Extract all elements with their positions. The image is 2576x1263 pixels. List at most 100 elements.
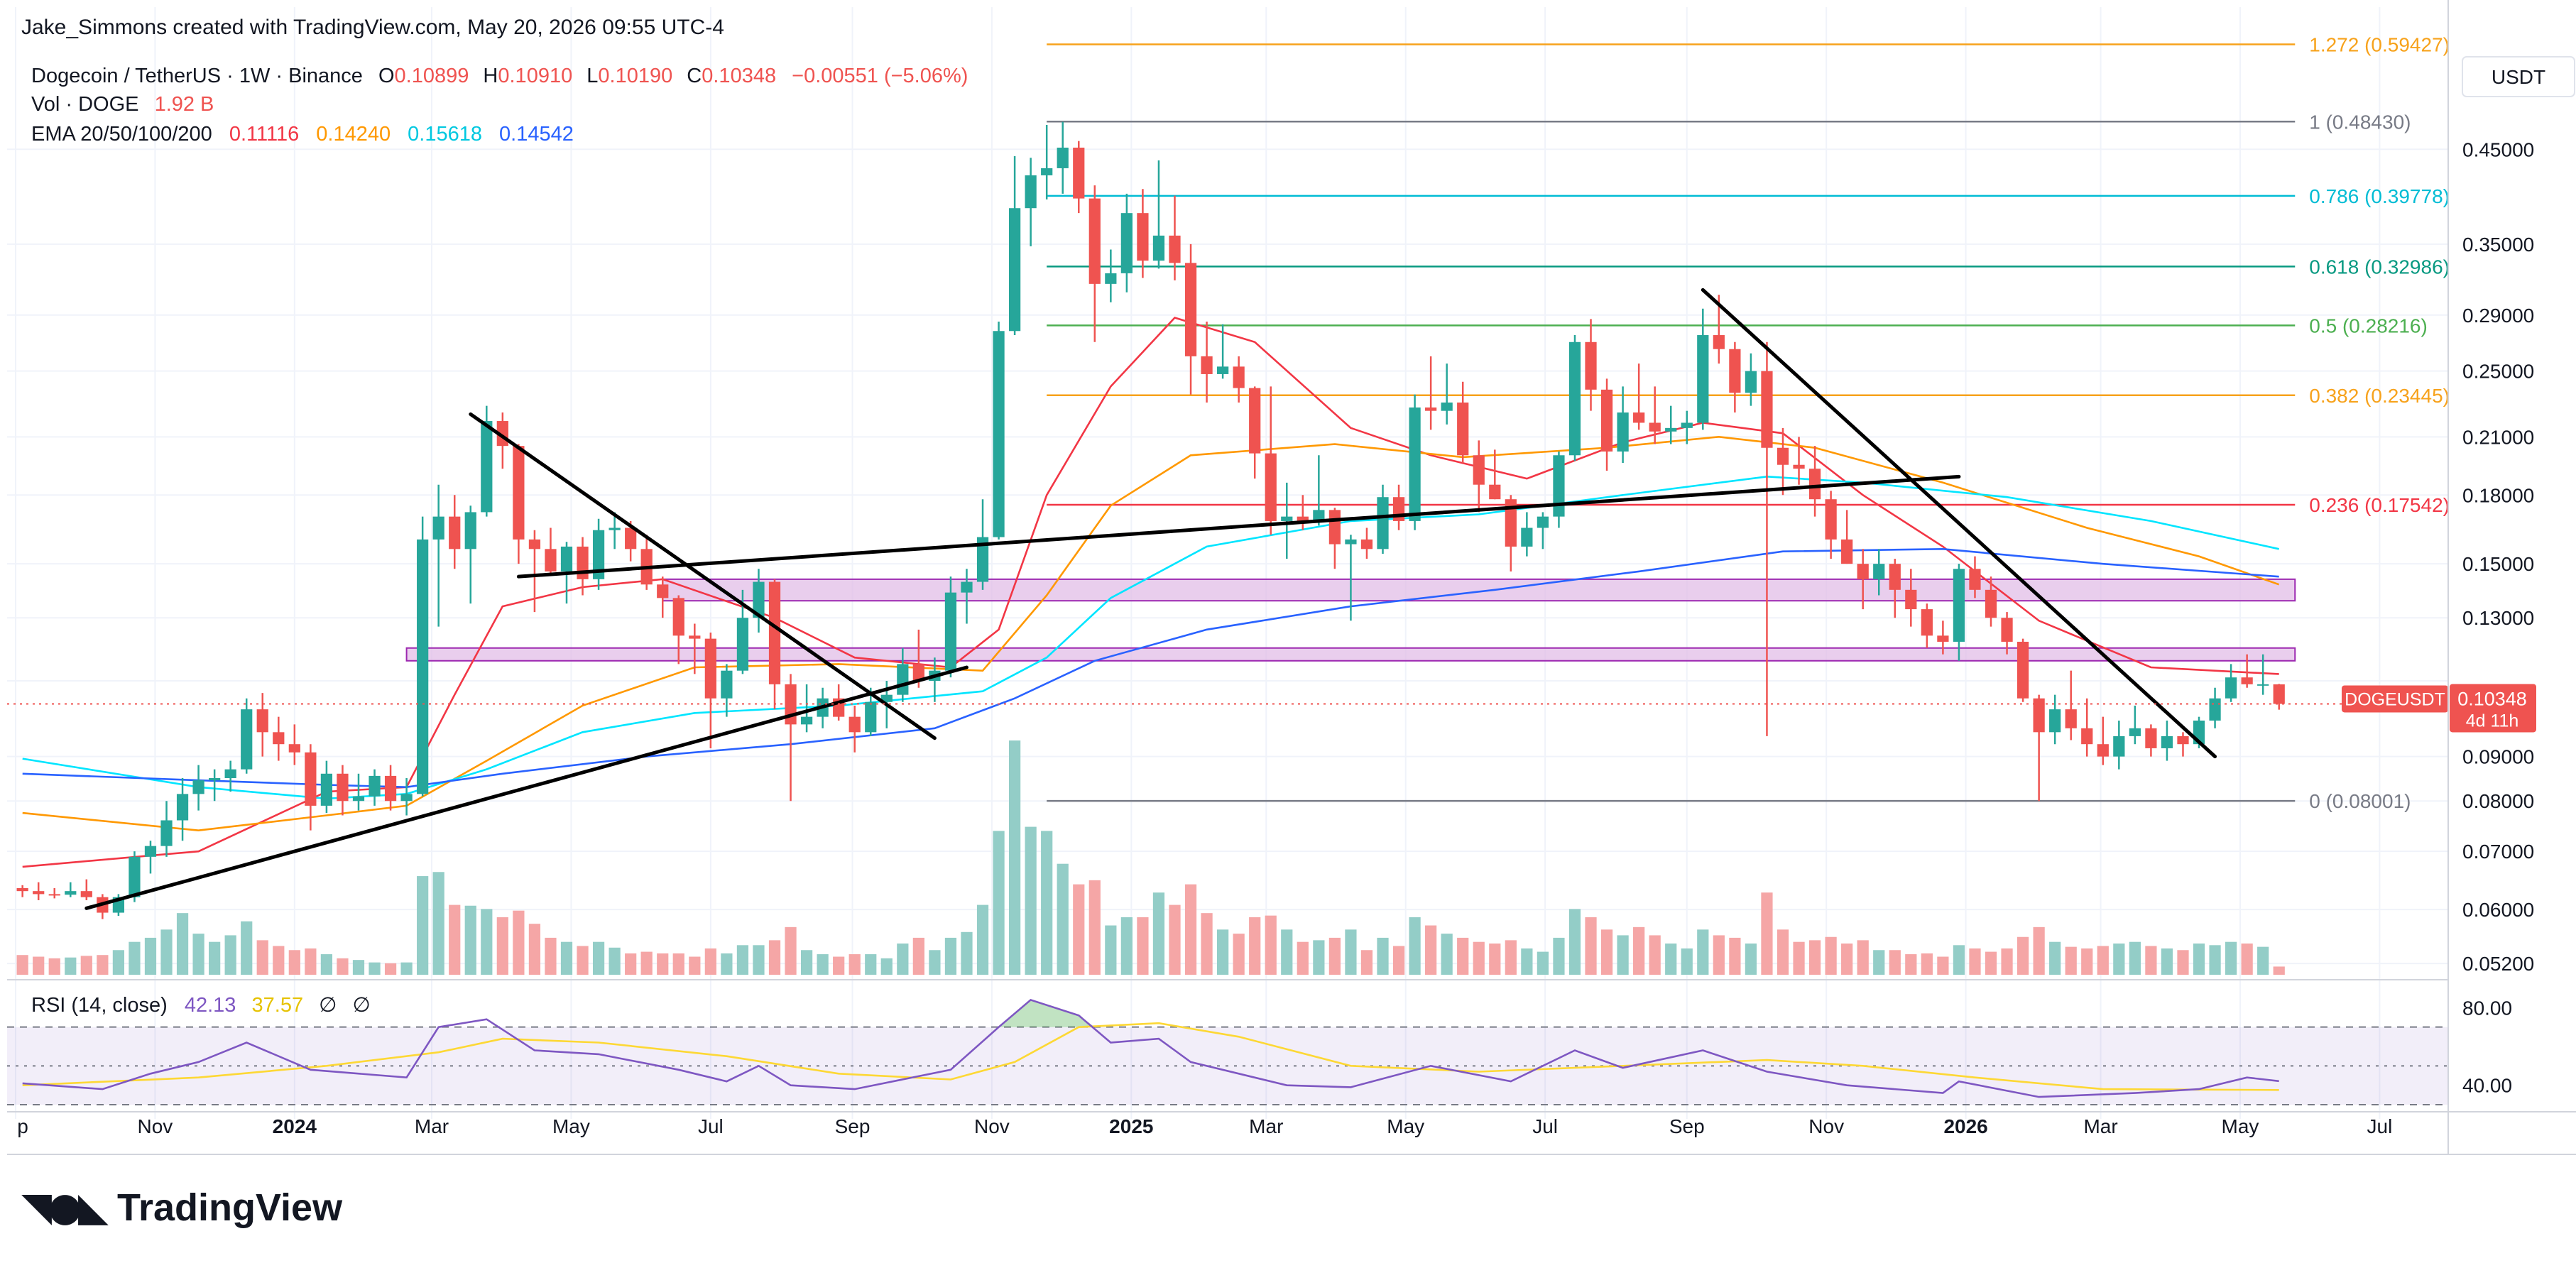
tradingview-logo[interactable]: ◥●◣ TradingView xyxy=(21,1184,342,1230)
volume-bar xyxy=(545,937,557,975)
volume-bar xyxy=(577,946,589,975)
volume-bar xyxy=(209,941,221,975)
volume-bar xyxy=(2177,950,2189,975)
time-tick-label: Nov xyxy=(974,1115,1010,1137)
volume-bars xyxy=(16,740,2285,975)
candle-body xyxy=(256,709,268,733)
fibonacci-retracement[interactable]: 1.272 (0.59427) 1 (0.48430) 0.786 (0.39778… xyxy=(1047,34,2450,813)
candle-body xyxy=(288,744,300,753)
candle-body xyxy=(2097,744,2109,757)
volume-bar xyxy=(912,937,924,975)
volume-bar xyxy=(1441,934,1453,975)
volume-bar xyxy=(144,937,157,975)
volume-bar xyxy=(400,962,413,975)
volume-bar xyxy=(1297,941,1309,975)
candle-body xyxy=(865,701,877,733)
volume-bar xyxy=(1905,954,1917,975)
volume-bar xyxy=(1057,863,1069,975)
time-tick-label: Jul xyxy=(1532,1115,1558,1137)
volume-bar xyxy=(2113,944,2125,975)
volume-bar xyxy=(1761,892,1773,975)
volume-bar xyxy=(1184,884,1197,975)
volume-bar xyxy=(1537,951,1549,975)
volume-bar xyxy=(1937,956,1949,975)
volume-bar xyxy=(2145,946,2157,975)
trendlines[interactable] xyxy=(84,288,2217,910)
candle-body xyxy=(2129,728,2141,736)
volume-bar xyxy=(1025,826,1037,975)
time-tick-label: Jul xyxy=(698,1115,724,1137)
candlesticks xyxy=(16,121,2285,919)
volume-bar xyxy=(384,963,397,975)
candle-body xyxy=(1217,366,1229,374)
volume-bar xyxy=(608,947,621,975)
credit-text: Jake_Simmons created with TradingView.co… xyxy=(21,16,724,39)
volume-bar xyxy=(305,948,317,975)
volume-bar xyxy=(1873,950,1885,975)
volume-bar xyxy=(2016,936,2029,975)
candle-body xyxy=(993,331,1005,537)
volume-bar xyxy=(1249,917,1261,975)
volume-bar xyxy=(944,937,957,975)
ohlc-close: 0.10348 xyxy=(702,65,776,87)
candle-body xyxy=(1745,371,1757,393)
ema-legend[interactable]: EMA 20/50/100/200 0.11116 0.14240 0.1561… xyxy=(31,123,574,146)
rsi-legend[interactable]: RSI (14, close) 42.13 37.57 ∅ ∅ xyxy=(31,994,371,1017)
candle-body xyxy=(305,752,317,806)
candle-body xyxy=(176,794,189,821)
candle-body xyxy=(16,887,28,892)
candle-body xyxy=(1281,516,1293,521)
candle-body xyxy=(2161,736,2173,748)
volume-bar xyxy=(129,941,141,975)
candle-body xyxy=(1489,484,1501,500)
candle-body xyxy=(1697,335,1709,423)
candle-body xyxy=(1105,273,1117,284)
volume-bar xyxy=(865,954,877,975)
volume-bar xyxy=(753,945,765,975)
candle-body xyxy=(2209,698,2221,721)
candle-body xyxy=(1184,263,1197,356)
volume-legend[interactable]: Vol · DOGE 1.92 B xyxy=(31,93,214,116)
volume-bar xyxy=(1073,884,1085,975)
candle-body xyxy=(129,856,141,897)
candle-body xyxy=(1617,412,1629,452)
candle-body xyxy=(848,716,861,733)
volume-bar xyxy=(2193,944,2205,975)
volume-bar xyxy=(1105,925,1117,975)
candle-body xyxy=(1713,335,1725,349)
volume-bar xyxy=(1665,944,1677,975)
candle-body xyxy=(1360,539,1373,550)
volume-bar xyxy=(704,948,716,975)
volume-bar xyxy=(1265,915,1277,975)
candle-body xyxy=(2081,728,2093,745)
volume-bar xyxy=(1377,937,1389,975)
trendline xyxy=(1701,288,2217,759)
volume-label: Vol · DOGE xyxy=(31,93,139,116)
volume-bar xyxy=(1585,917,1597,975)
candle-body xyxy=(449,516,461,550)
volume-bar xyxy=(785,926,797,975)
volume-bar xyxy=(176,913,189,975)
volume-bar xyxy=(1392,946,1405,975)
volume-bar xyxy=(16,955,28,975)
symbol-legend[interactable]: Dogecoin / TetherUS · 1W · Binance O0.10… xyxy=(31,65,968,87)
candle-body xyxy=(1025,175,1037,209)
candle-body xyxy=(2001,618,2013,642)
volume-bar xyxy=(2065,946,2077,975)
time-tick-label: Nov xyxy=(138,1115,173,1137)
candle-body xyxy=(1233,366,1245,388)
time-tick-label: May xyxy=(552,1115,590,1137)
volume-bar xyxy=(320,954,333,975)
volume-bar xyxy=(1825,936,1837,975)
price-tick-label: 0.05200 xyxy=(2462,953,2534,975)
price-tick-label: 0.29000 xyxy=(2462,305,2534,327)
ema50-value: 0.14240 xyxy=(316,123,391,146)
candle-body xyxy=(721,670,733,699)
volume-bar xyxy=(1793,941,1805,975)
candle-body xyxy=(897,664,909,695)
candle-body xyxy=(1761,371,1773,448)
volume-bar xyxy=(1008,740,1021,975)
volume-bar xyxy=(2049,941,2061,975)
tradingview-wordmark: TradingView xyxy=(117,1186,343,1229)
